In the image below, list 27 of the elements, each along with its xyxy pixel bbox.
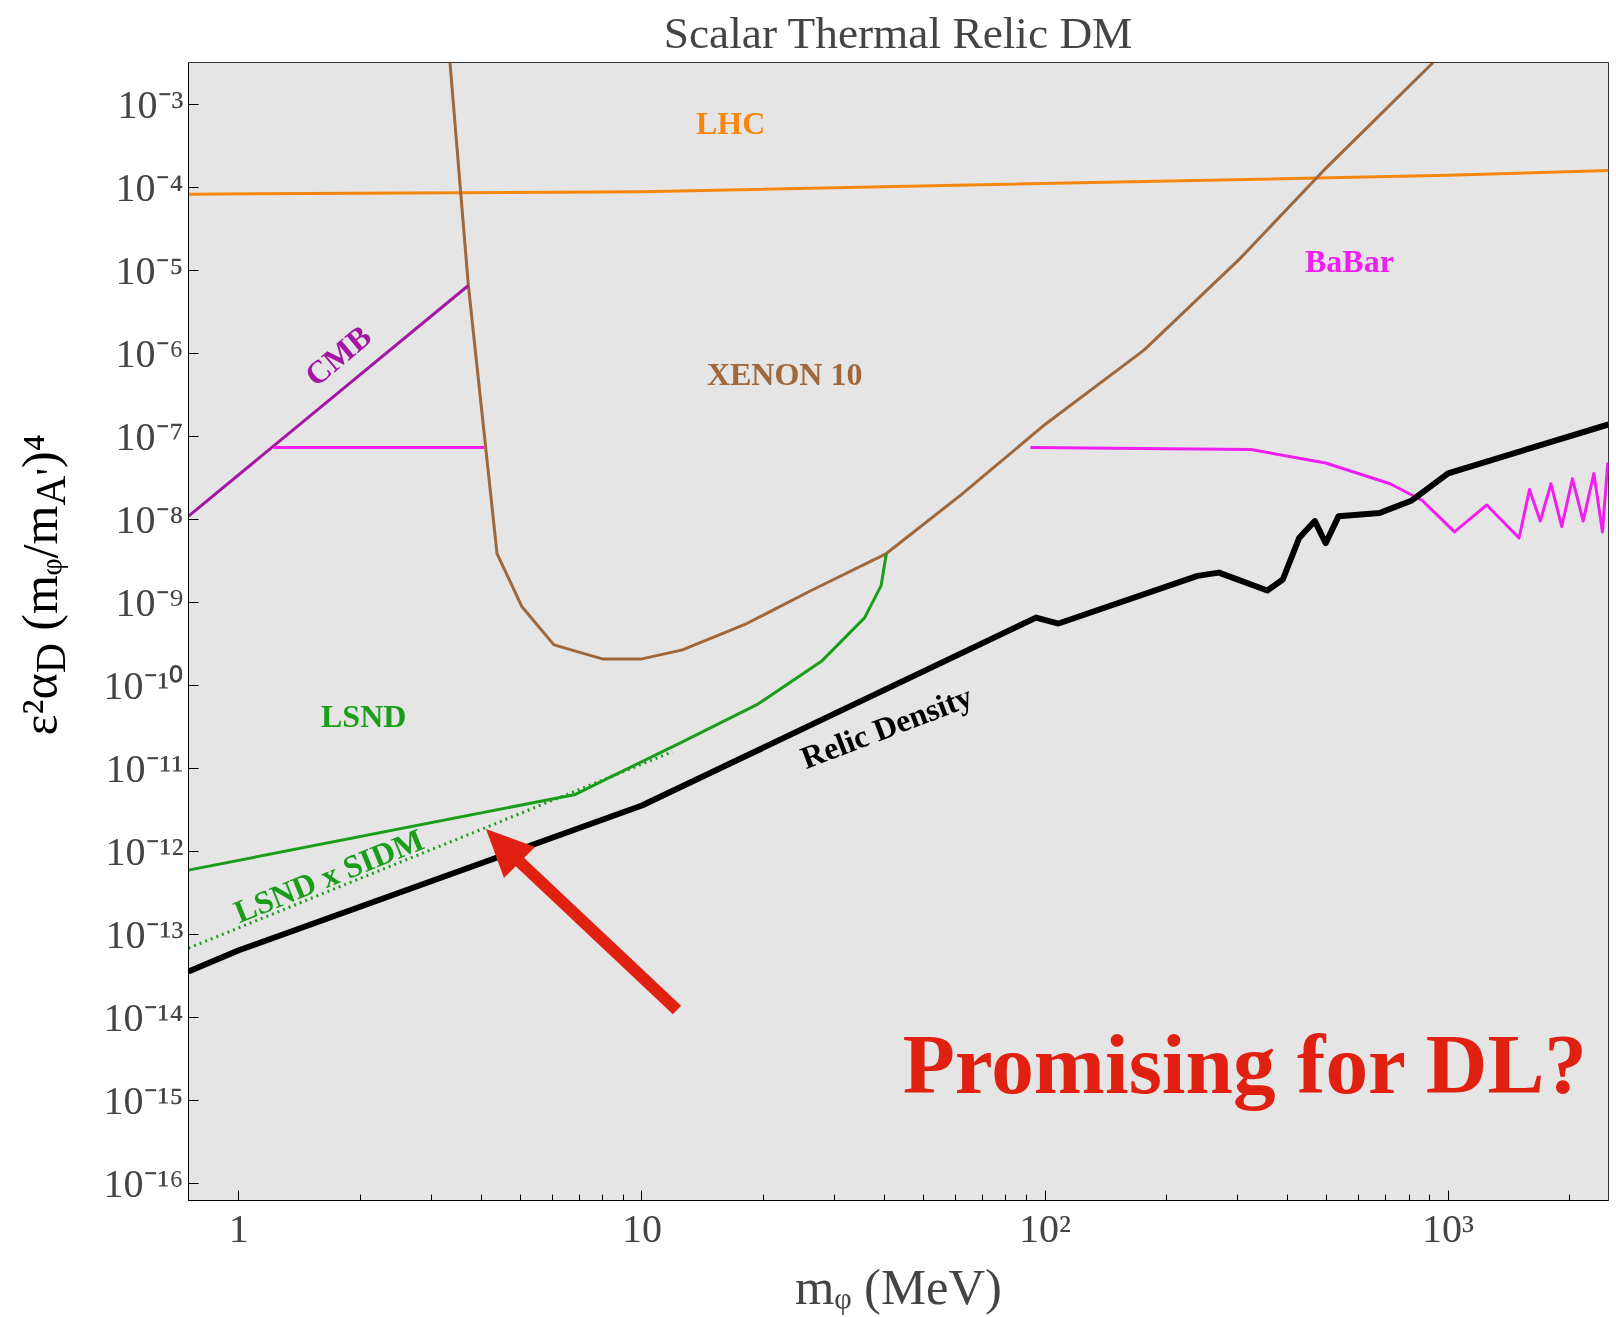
text: XENON 10	[706, 356, 863, 393]
y-tick-label: 10⁻¹⁵	[103, 1078, 184, 1124]
y-tick-label: 10⁻¹⁰	[103, 663, 184, 709]
x-tick-label: 10²	[1019, 1205, 1072, 1251]
y-tick-label: 10⁻⁵	[115, 248, 184, 293]
text: LSND x SIDM	[228, 820, 429, 930]
x-tick-label: 10	[621, 1205, 662, 1251]
text: Relic Density	[795, 677, 978, 776]
text: BaBar	[1304, 243, 1394, 280]
y-tick-label: 10⁻¹⁴	[103, 995, 184, 1041]
y-tick-label: 10⁻³	[117, 81, 184, 127]
y-tick-label: 10⁻¹⁶	[103, 1161, 184, 1207]
y-tick-label: 10⁻⁶	[115, 331, 184, 377]
y-tick-label: 10⁻⁷	[115, 414, 184, 460]
y-tick-label: 10⁻⁹	[115, 580, 184, 626]
y-tick-label: 10⁻¹¹	[105, 746, 184, 792]
annotation: Promising for DL?	[902, 1016, 1587, 1111]
x-tick-label: 1	[228, 1205, 249, 1251]
text: LSND	[320, 698, 407, 735]
y-tick-label: 10⁻¹³	[105, 912, 184, 958]
y-tick-label: 10⁻⁸	[115, 497, 184, 543]
x-axis-title: mᵩ (MeV)	[795, 1258, 1002, 1315]
series-label: LHC	[695, 104, 766, 141]
y-tick-label: 10⁻¹²	[105, 829, 184, 875]
chart-title: Scalar Thermal Relic DM	[663, 7, 1133, 58]
y-tick-label: 10⁻⁴	[115, 164, 184, 210]
x-tick-label: 10³	[1422, 1205, 1475, 1251]
